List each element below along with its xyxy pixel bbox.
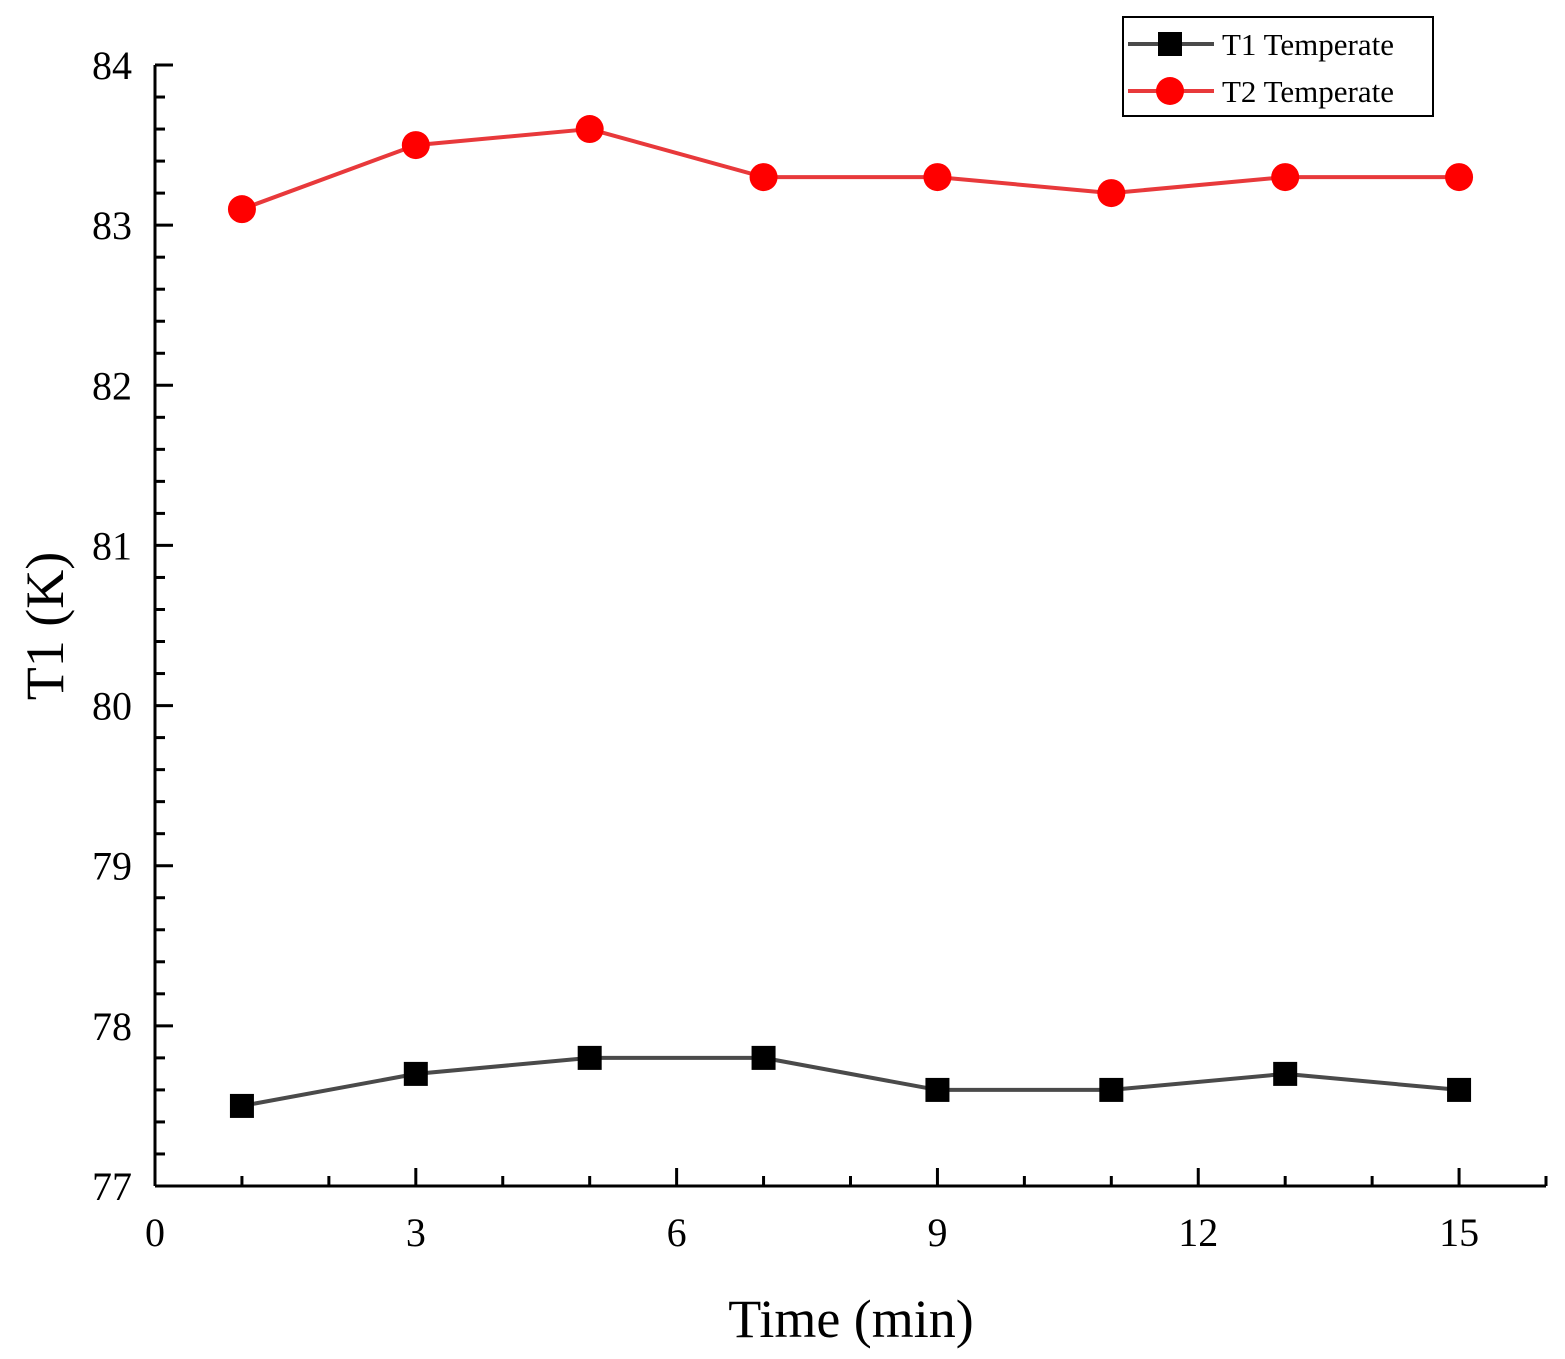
y-tick-label: 84: [92, 43, 132, 88]
y-axis-title: T1 (K): [15, 552, 75, 700]
y-tick-label: 81: [92, 523, 132, 568]
series-1: [229, 1045, 1472, 1118]
x-tick-label: 12: [1178, 1210, 1218, 1255]
series-2-line: [241, 127, 1460, 212]
series-1-point: [925, 1077, 950, 1102]
series-1-point: [1273, 1061, 1298, 1086]
plot-series: [227, 115, 1474, 1118]
legend-label: T1 Temperate: [1222, 27, 1394, 62]
series-1-point: [1447, 1077, 1472, 1102]
series-2-point: [227, 195, 256, 224]
axes: 0 3 6 9 12 15 77 78 79 80 81 82 83 84: [92, 43, 1548, 1255]
series-2-point: [749, 163, 778, 192]
series-1-point: [751, 1045, 776, 1070]
series-2-point: [1271, 163, 1300, 192]
series-2-point: [923, 163, 952, 192]
legend-entry-2: T2 Temperate: [1128, 74, 1394, 109]
y-tick-label: 77: [92, 1164, 132, 1209]
series-1-line: [241, 1055, 1460, 1108]
series-2-point: [575, 115, 604, 144]
x-tick-label: 3: [406, 1210, 426, 1255]
y-tick-label: 78: [92, 1004, 132, 1049]
series-2-point: [401, 131, 430, 160]
y-tick-label: 82: [92, 363, 132, 408]
y-tick-label: 80: [92, 684, 132, 729]
series-2-point: [1445, 163, 1474, 192]
legend-entry-1: T1 Temperate: [1128, 27, 1394, 62]
x-axis-title: Time (min): [728, 1289, 974, 1349]
series-1-point: [1099, 1077, 1124, 1102]
y-tick-label: 83: [92, 203, 132, 248]
series-1-point: [229, 1093, 254, 1118]
x-tick-label: 6: [667, 1210, 687, 1255]
legend-label: T2 Temperate: [1222, 74, 1394, 109]
legend-marker: [1158, 32, 1182, 56]
series-1-point: [577, 1045, 602, 1070]
legend: T1 Temperate T2 Temperate: [1122, 16, 1434, 117]
x-tick-label: 9: [927, 1210, 947, 1255]
series-1-point: [403, 1061, 428, 1086]
series-2-point: [1097, 179, 1126, 208]
x-tick-label: 15: [1439, 1210, 1479, 1255]
x-tick-label: 0: [145, 1210, 165, 1255]
y-tick-label: 79: [92, 844, 132, 889]
series-2: [227, 115, 1474, 224]
legend-marker: [1156, 77, 1184, 105]
